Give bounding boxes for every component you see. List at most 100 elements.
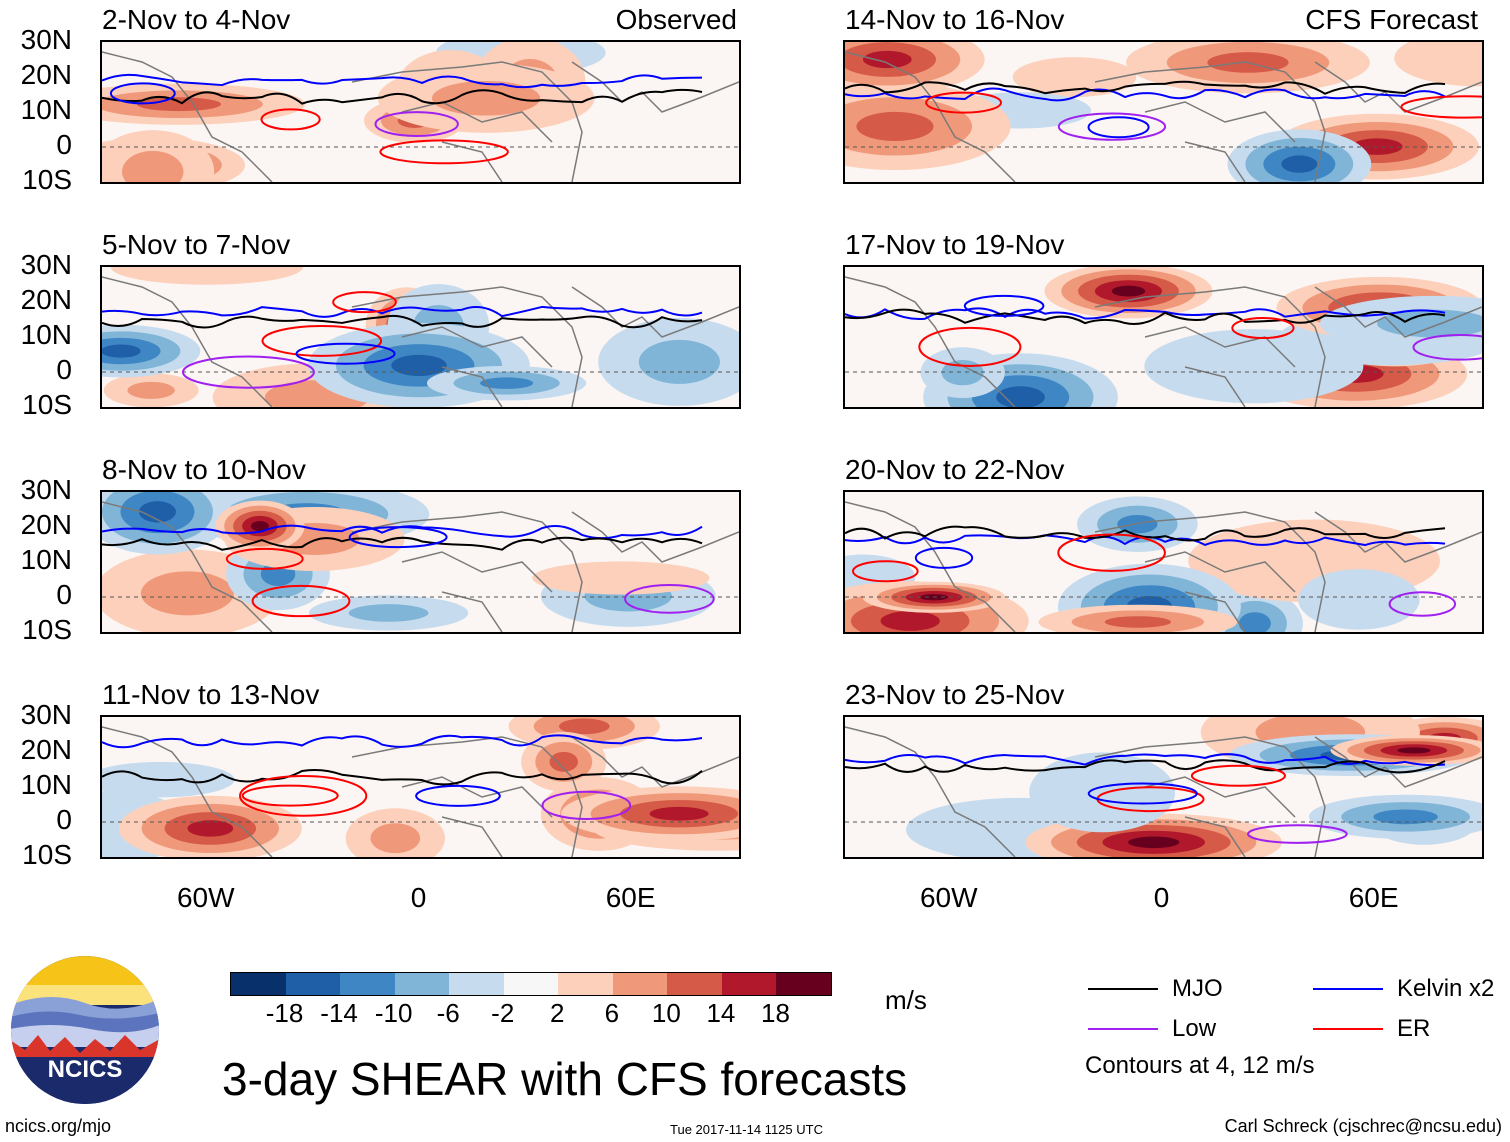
wave-contour bbox=[261, 324, 383, 357]
coastline bbox=[441, 816, 503, 857]
colorbar-tick-label: -14 bbox=[320, 998, 358, 1028]
coastline bbox=[401, 776, 553, 818]
wave-contour bbox=[845, 753, 1446, 767]
wave-contour bbox=[963, 294, 1045, 317]
footer-url[interactable]: ncics.org/mjo bbox=[5, 1116, 112, 1136]
legend-mjo: MJO bbox=[1088, 975, 1223, 1003]
colorbar-swatch bbox=[285, 973, 341, 995]
shear-anomaly-fill bbox=[1281, 155, 1318, 173]
shear-anomaly-fill bbox=[1373, 809, 1438, 825]
panel-title: 20-Nov to 22-Nov bbox=[845, 454, 1065, 485]
colorbar-swatch bbox=[612, 973, 668, 995]
shear-map bbox=[100, 490, 741, 634]
latitude-label: 10N bbox=[20, 769, 72, 800]
coastline bbox=[1144, 551, 1296, 593]
wave-contour bbox=[845, 308, 1446, 325]
shear-anomaly-fill bbox=[532, 561, 710, 595]
latitude-label: 0 bbox=[56, 129, 72, 160]
shear-anomaly-fill bbox=[1397, 747, 1431, 754]
coastline bbox=[845, 726, 1016, 857]
legend-label: MJO bbox=[1172, 975, 1223, 1002]
footer-timestamp: Tue 2017-11-14 1125 UTC bbox=[670, 1122, 823, 1137]
longitude-label: 0 bbox=[410, 882, 427, 913]
shear-map bbox=[843, 490, 1484, 634]
coastline bbox=[1144, 326, 1296, 368]
coastline bbox=[102, 51, 273, 182]
coastline bbox=[571, 61, 739, 113]
colorbar-tick-label: 18 bbox=[760, 998, 790, 1028]
colorbar-tick-label: -18 bbox=[265, 998, 304, 1028]
colorbar-swatch bbox=[776, 973, 832, 995]
shear-map bbox=[100, 40, 741, 184]
wave-contour bbox=[102, 305, 703, 318]
wave-contour bbox=[845, 80, 1446, 95]
latitude-label: 30N bbox=[20, 249, 72, 280]
legend-label: Low bbox=[1172, 1015, 1217, 1042]
shear-anomaly-fill bbox=[127, 381, 175, 399]
logo-text: NCICS bbox=[48, 1056, 123, 1083]
latitude-label: 0 bbox=[56, 579, 72, 610]
longitude-label: 60E bbox=[1348, 882, 1399, 913]
wave-contour bbox=[239, 775, 368, 817]
coastline bbox=[571, 286, 739, 338]
wave-contour bbox=[1231, 317, 1295, 340]
wave-contour bbox=[332, 291, 397, 314]
shear-anomaly-fill bbox=[1298, 569, 1420, 630]
colorbar-swatch bbox=[667, 973, 722, 995]
wave-contour bbox=[1400, 95, 1482, 119]
latitude-label: 20N bbox=[20, 284, 72, 315]
colorbar-swatch bbox=[503, 973, 559, 995]
legend-line bbox=[1088, 988, 1158, 990]
colorbar-swatch bbox=[231, 973, 286, 995]
colorbar-swatch bbox=[721, 973, 777, 995]
wave-contour bbox=[251, 584, 351, 618]
wave-contour bbox=[260, 108, 321, 131]
latitude-label: 0 bbox=[56, 804, 72, 835]
shear-anomaly-fill bbox=[140, 571, 234, 616]
latitude-label: 20N bbox=[20, 509, 72, 540]
shear-anomaly-fill bbox=[348, 604, 429, 622]
colorbar-swatch bbox=[394, 973, 450, 995]
panel-title: 8-Nov to 10-Nov bbox=[102, 454, 306, 485]
shear-anomaly-fill bbox=[549, 751, 578, 772]
legend-er: ER bbox=[1313, 1015, 1430, 1043]
shear-map bbox=[843, 40, 1484, 184]
shear-map bbox=[843, 715, 1484, 859]
colorbar-swatch bbox=[449, 973, 504, 995]
coastline bbox=[1184, 141, 1246, 182]
wave-contour bbox=[624, 583, 715, 614]
wave-contour bbox=[348, 526, 448, 549]
wave-contour bbox=[102, 88, 703, 105]
shear-anomaly-fill bbox=[649, 806, 709, 821]
wave-contour bbox=[102, 314, 703, 329]
shear-anomaly-fill bbox=[370, 823, 421, 854]
wave-contour bbox=[845, 759, 1446, 774]
latitude-label: 30N bbox=[20, 24, 72, 55]
colorbar-tick-label: -10 bbox=[374, 998, 413, 1028]
legend-line bbox=[1313, 1028, 1383, 1030]
shear-anomaly-fill bbox=[480, 377, 534, 389]
latitude-label: 20N bbox=[20, 734, 72, 765]
shear-anomaly-fill bbox=[431, 80, 541, 116]
wave-contour bbox=[295, 342, 396, 365]
wave-contour bbox=[1246, 824, 1348, 844]
latitude-label: 20N bbox=[20, 59, 72, 90]
coastline bbox=[1184, 366, 1246, 407]
colorbar-tick-label: -6 bbox=[436, 998, 460, 1028]
shear-anomaly-fill bbox=[121, 150, 184, 182]
shear-anomaly-fill bbox=[102, 344, 141, 358]
colorbar-tick-label: 14 bbox=[706, 998, 736, 1028]
coastline bbox=[351, 286, 583, 407]
colorbar-swatch bbox=[558, 973, 613, 995]
colorbar-tick-label: 6 bbox=[604, 998, 620, 1028]
shear-anomaly-fill bbox=[138, 501, 176, 523]
colorbar-tick-label: 2 bbox=[550, 998, 565, 1028]
coastline bbox=[571, 511, 739, 563]
coastline bbox=[845, 276, 1016, 407]
latitude-label: 10S bbox=[22, 164, 72, 195]
wave-contour bbox=[1057, 533, 1166, 572]
latitude-label: 10N bbox=[20, 94, 72, 125]
colorbar-tick-label: 10 bbox=[651, 998, 681, 1028]
legend-label: ER bbox=[1397, 1015, 1431, 1042]
shear-anomaly-fill bbox=[1104, 616, 1171, 628]
